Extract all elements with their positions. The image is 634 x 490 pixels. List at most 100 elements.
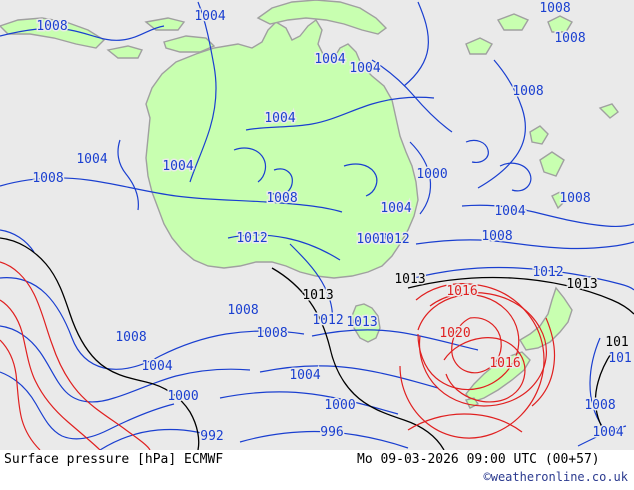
isobar-label-1016-27: 1016	[446, 284, 477, 299]
isobar-1008-cent	[0, 177, 343, 213]
isobar-1020-inner	[451, 317, 502, 374]
isobar-label-1008-33: 1008	[256, 326, 287, 341]
isobar-label-1004-8: 1004	[76, 152, 107, 167]
land-island-a	[465, 37, 493, 55]
isobar-1008-s	[311, 329, 479, 351]
isobar-1016-outer	[399, 283, 545, 439]
isobar-1016-sw	[0, 261, 151, 450]
isobar-label-1012-17: 1012	[236, 231, 267, 246]
land-sumba	[106, 45, 144, 59]
isobar-1012-vic	[289, 243, 334, 325]
isobar-1008-sw	[0, 277, 305, 370]
isobar-1004-central	[245, 96, 435, 131]
isobar-label-1016-29: 1016	[489, 356, 520, 371]
isobar-label-1012-19: 1012	[378, 232, 409, 247]
map-canvas[interactable]: 1008 1004 1008 1008 1008 1004 1004 1004 1004 1004…	[0, 0, 634, 450]
isobar-1008-nz-east	[589, 337, 603, 427]
isobar-1004-s	[259, 365, 439, 389]
isobar-label-1004-5: 1004	[314, 52, 345, 67]
isobar-label-1008-15: 1008	[559, 191, 590, 206]
isobar-label-layer: 1008 1004 1008 1008 1008 1004 1004 1004 1004 1004…	[31, 0, 633, 446]
isobar-1016b-sw	[0, 299, 101, 450]
isobar-1013-sw	[0, 237, 200, 450]
valid-time: Mo 09-03-2026 09:00 UTC (00+57)	[357, 452, 600, 467]
isobar-label-1008-10: 1008	[32, 171, 63, 186]
isobar-layer-blue	[0, 1, 634, 450]
isobar-label-1008-24: 1008	[227, 303, 258, 318]
isobar-label-1008-16: 1008	[481, 229, 512, 244]
land-new-guinea	[256, 0, 388, 35]
isobar-label-1000-37: 1000	[167, 389, 198, 404]
isobar-label-1013-22: 1013	[566, 277, 597, 292]
isobar-label-1020-28: 1020	[439, 326, 470, 341]
isobar-label-1012-23: 1012	[532, 265, 563, 280]
land-island-c	[547, 15, 573, 33]
isobar-1004-e	[461, 204, 634, 227]
isobar-1016-nz-east	[531, 317, 556, 407]
land-island-d	[529, 125, 549, 145]
isobar-label-1008-32: 1008	[115, 330, 146, 345]
landmass-layer	[0, 0, 619, 409]
isobar-1013-vic	[271, 267, 445, 450]
isobar-squiggle-c	[465, 139, 489, 163]
land-australia	[145, 18, 419, 279]
isobar-squiggle-a	[233, 147, 267, 183]
isobar-label-1013-26: 1013	[346, 315, 377, 330]
isobar-squiggle-d	[499, 162, 532, 192]
isobar-label-1004-9: 1004	[162, 159, 193, 174]
land-timor	[163, 35, 216, 53]
isobar-label-1004-14: 1004	[494, 204, 525, 219]
isobar-1000-east	[409, 141, 432, 215]
isobar-label-1013-20: 1013	[302, 288, 333, 303]
isobar-label-101-31: 101	[608, 351, 631, 366]
isobar-label-1004-39: 1004	[592, 425, 623, 440]
isobar-label-1008-0: 1008	[36, 19, 67, 34]
isobar-label-1008-3: 1008	[554, 31, 585, 46]
isobar-label-1008-18: 1008	[356, 232, 387, 247]
product-title: Surface pressure [hPa] ECMWF	[4, 452, 224, 467]
isobar-1004-north	[189, 1, 217, 183]
isobar-label-1004-6: 1004	[349, 61, 380, 76]
isobar-1008-ne	[477, 59, 526, 189]
isobar-squiggle-e	[269, 168, 293, 196]
isobar-992-s	[99, 428, 225, 450]
isobar-1000-sw	[0, 371, 175, 440]
isobar-label-1013-21: 1013	[394, 272, 425, 287]
isobar-1004-nz-east	[577, 425, 627, 447]
isobar-1020-tasman	[417, 294, 520, 391]
isobar-996-s	[239, 430, 409, 449]
isobar-1020-far	[407, 413, 523, 433]
isobar-1013-tasman	[407, 276, 634, 315]
land-vanuatu	[551, 191, 567, 210]
isobar-1013-nz-east	[594, 351, 613, 435]
isobar-1020-sw	[0, 339, 41, 450]
isobar-label-1004-34: 1004	[141, 359, 172, 374]
isobar-1012-tasman	[413, 266, 634, 291]
isobar-layer-red	[0, 261, 556, 450]
isobar-1008-north-west	[0, 25, 165, 41]
isobar-label-992-40: 992	[200, 429, 223, 444]
isobar-1004-sw	[0, 325, 251, 403]
isobar-1004-ne	[371, 59, 453, 133]
land-island-b	[496, 13, 530, 31]
copyright-notice[interactable]: ©weatheronline.co.uk	[483, 470, 629, 484]
land-java-sumatra	[0, 17, 106, 49]
isobar-layer-1013	[0, 237, 634, 450]
isobar-1008-east	[415, 239, 634, 250]
isobar-label-101-30: 101	[605, 335, 628, 350]
isobar-label-1004-35: 1004	[289, 368, 320, 383]
isobar-1008-sw-small	[0, 229, 35, 253]
isobar-1016-nz	[443, 337, 526, 403]
isobar-label-996-41: 996	[320, 425, 343, 440]
isobar-1004-nw-coast	[117, 139, 139, 211]
isobar-label-1000-38: 1000	[324, 398, 355, 413]
isobar-label-1008-4: 1008	[512, 84, 543, 99]
land-fiji	[598, 103, 619, 119]
isobar-1012-se	[227, 234, 341, 261]
land-tasmania	[351, 303, 381, 343]
isobar-label-1008-11: 1008	[266, 191, 297, 206]
isobar-label-1012-25: 1012	[312, 313, 343, 328]
isobar-1008-ne2	[403, 1, 429, 87]
isobar-label-1008-2: 1008	[539, 1, 570, 16]
